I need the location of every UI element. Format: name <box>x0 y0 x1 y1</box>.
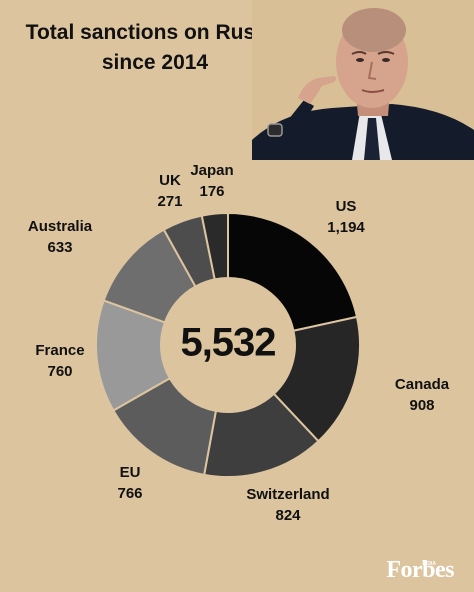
slice-name: Japan <box>190 162 234 179</box>
slice-name: Canada <box>394 376 450 393</box>
forbes-india-logo: Forbes INDIA <box>386 557 454 583</box>
slice-value: 760 <box>47 363 73 380</box>
slice-label-uk: UK 271 <box>157 170 182 212</box>
slice-value: 766 <box>117 485 143 502</box>
slice-value: 824 <box>275 507 301 524</box>
slice-label-us: US 1,194 <box>327 196 365 238</box>
slice-name: US <box>335 198 357 215</box>
slice-value: 1,194 <box>327 219 365 236</box>
slice-name: Switzerland <box>246 486 330 503</box>
slice-label-japan: Japan 176 <box>190 160 233 202</box>
slice-name: EU <box>119 464 141 481</box>
portrait-photo <box>252 0 474 160</box>
slice-value: 633 <box>47 239 73 256</box>
slice-japan <box>200 211 229 281</box>
slice-value: 908 <box>409 397 435 414</box>
chart-title: Total sanctions on Russia since 2014 <box>25 21 285 74</box>
slice-us <box>227 211 359 332</box>
slice-label-eu: EU 766 <box>117 462 142 504</box>
slice-name: Australia <box>27 218 93 235</box>
slice-label-australia: Australia 633 <box>28 216 92 258</box>
slice-label-switzerland: Switzerland 824 <box>246 484 329 526</box>
slice-name: UK <box>159 172 181 189</box>
total-value: 5,532 <box>180 320 276 365</box>
slice-value: 271 <box>157 193 183 210</box>
slice-name: France <box>35 342 85 359</box>
slice-value: 176 <box>199 183 225 200</box>
slice-label-france: France 760 <box>35 340 84 382</box>
slice-label-canada: Canada 908 <box>395 374 449 416</box>
